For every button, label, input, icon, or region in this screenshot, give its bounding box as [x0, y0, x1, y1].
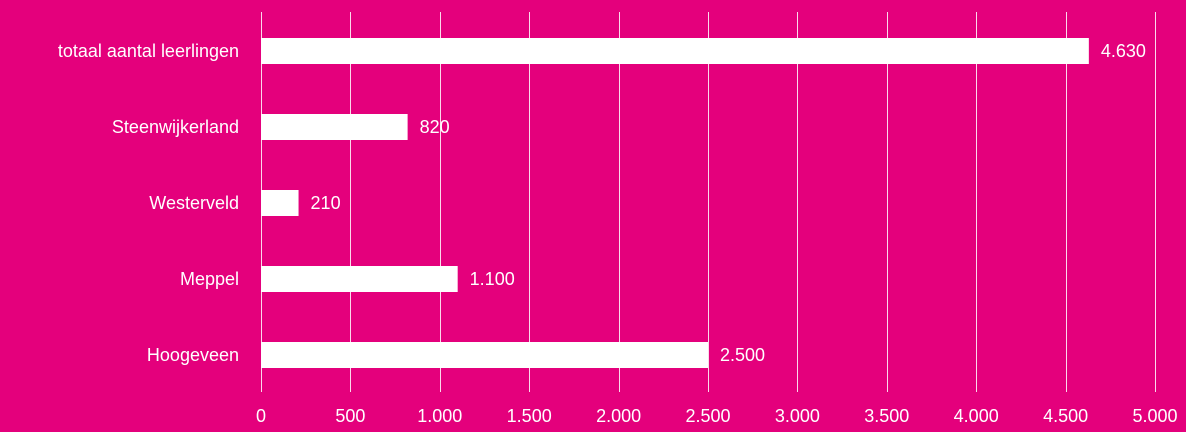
tick-label-1: 500 [335, 406, 365, 426]
data-label-2: 210 [311, 193, 341, 213]
tick-label-2: 1.000 [417, 406, 462, 426]
bar-2 [261, 190, 299, 216]
tick-label-3: 1.500 [507, 406, 552, 426]
tick-label-4: 2.000 [596, 406, 641, 426]
tick-label-5: 2.500 [685, 406, 730, 426]
label-layer: totaal aantal leerlingen 4.630 Steenwijker… [58, 41, 1146, 365]
tick-label-6: 3.000 [775, 406, 820, 426]
category-label-0: totaal aantal leerlingen [58, 41, 239, 61]
tick-label-0: 0 [256, 406, 266, 426]
bar-4 [261, 342, 708, 368]
category-label-3: Meppel [180, 269, 239, 289]
tick-label-8: 4.000 [954, 406, 999, 426]
tick-label-10: 5.000 [1132, 406, 1177, 426]
bar-1 [261, 114, 408, 140]
data-label-1: 820 [420, 117, 450, 137]
bar-layer [261, 38, 1089, 368]
data-label-0: 4.630 [1101, 41, 1146, 61]
bar-0 [261, 38, 1089, 64]
grid-layer [261, 12, 1156, 392]
bar-3 [261, 266, 458, 292]
tick-label-9: 4.500 [1043, 406, 1088, 426]
tick-label-7: 3.500 [864, 406, 909, 426]
category-label-2: Westerveld [149, 193, 239, 213]
category-label-1: Steenwijkerland [112, 117, 239, 137]
data-label-4: 2.500 [720, 345, 765, 365]
category-label-4: Hoogeveen [147, 345, 239, 365]
x-axis-ticks: 0 500 1.000 1.500 2.000 2.500 3.000 3.500 4.000 4… [256, 406, 1178, 426]
data-label-3: 1.100 [470, 269, 515, 289]
